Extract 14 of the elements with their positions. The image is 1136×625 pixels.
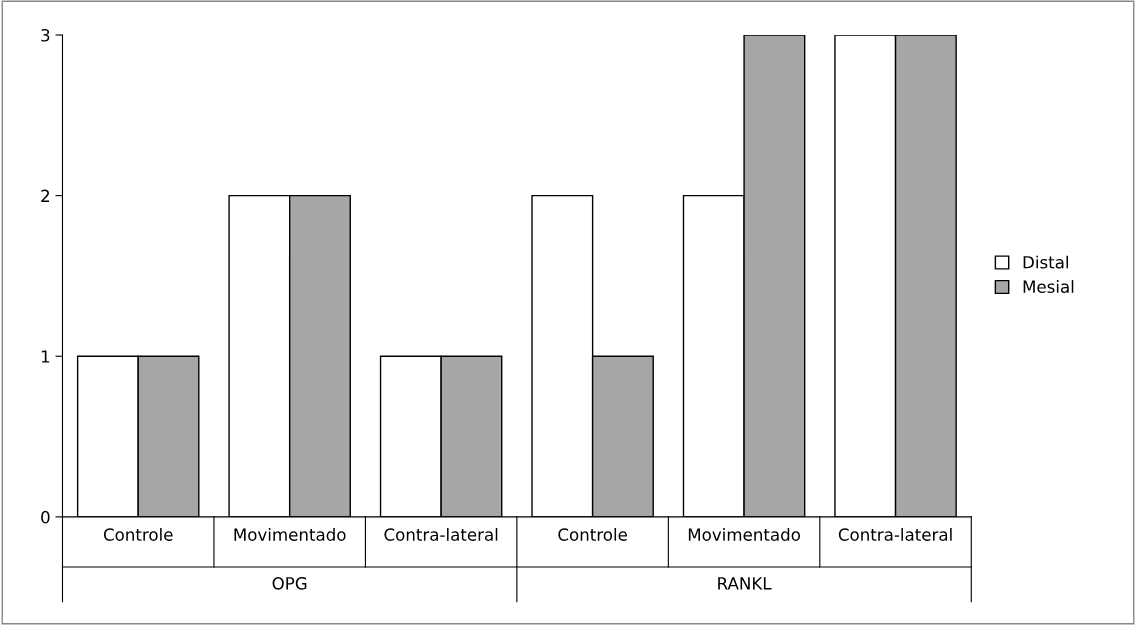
- legend-label: Distal: [1023, 255, 1068, 269]
- x-tick-label: Controle: [103, 527, 173, 541]
- x-tick-label: Contra-lateral: [384, 527, 498, 541]
- y-tick-label: 0: [41, 510, 50, 524]
- y-tick-label: 1: [41, 350, 50, 363]
- text: RANKL: [718, 577, 772, 590]
- x-tick-label: Controle: [558, 527, 627, 541]
- x-tick-label: Movimentado: [688, 527, 800, 541]
- y-tick-label: 3: [41, 28, 50, 42]
- legend-label: Mesial: [1023, 280, 1074, 294]
- text: OPG: [272, 577, 307, 590]
- y-tick-label: 2: [41, 189, 50, 202]
- x-tick-label: Movimentado: [234, 527, 346, 541]
- x-tick-label: Contra-lateral: [838, 527, 952, 541]
